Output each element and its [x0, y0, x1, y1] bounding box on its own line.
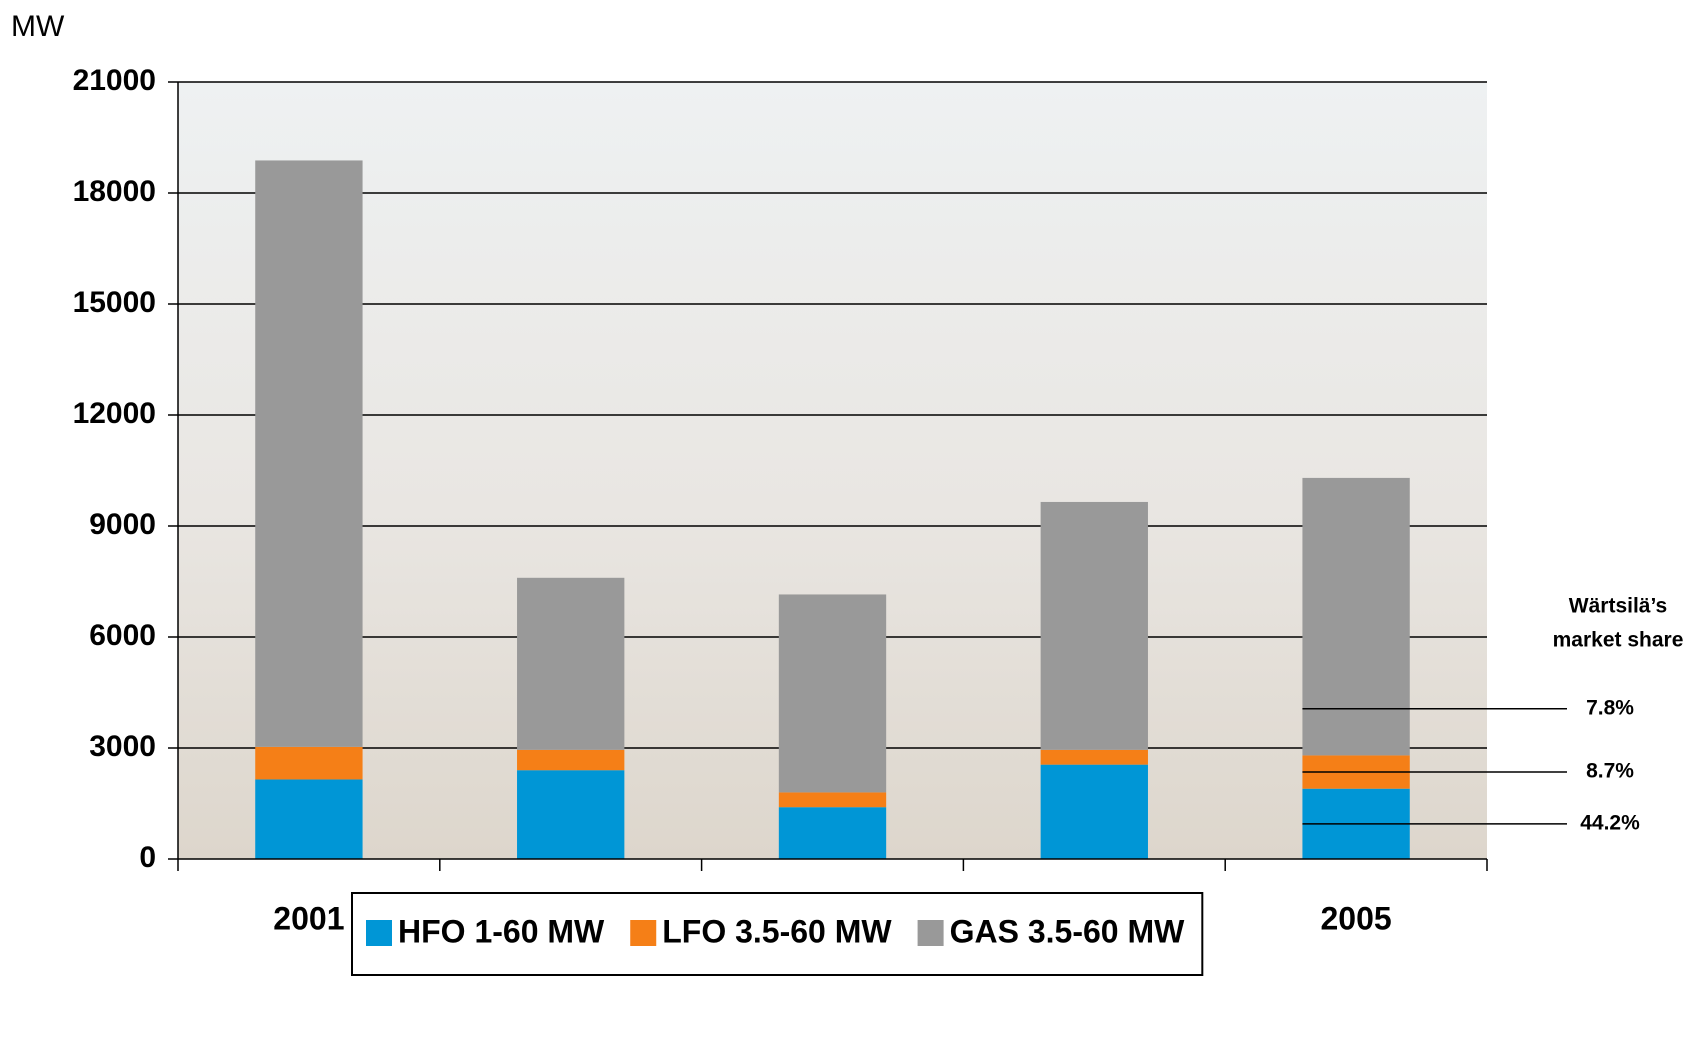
market-share-label: 7.8%: [1586, 696, 1634, 719]
legend-label: LFO 3.5-60 MW: [662, 913, 892, 949]
market-share-title: market share: [1553, 629, 1684, 652]
y-tick-label: 9000: [89, 508, 156, 541]
bar-segment: [778, 594, 887, 793]
legend-label: HFO 1-60 MW: [398, 913, 605, 949]
y-tick-label: 15000: [73, 286, 156, 319]
y-tick-label: 6000: [89, 619, 156, 652]
y-tick-label: 18000: [73, 175, 156, 208]
bar-segment: [1302, 477, 1410, 756]
market-share-label: 8.7%: [1586, 760, 1634, 783]
market-share-title: Wärtsilä’s: [1569, 595, 1667, 618]
bar-segment: [778, 792, 887, 808]
y-axis-label: MW: [11, 10, 65, 43]
legend-swatch: [917, 920, 944, 946]
legend-swatch: [366, 920, 392, 946]
bar-segment: [255, 779, 363, 859]
bar-segment: [255, 160, 363, 747]
legend-box: [351, 892, 1204, 976]
bar-segment: [255, 746, 363, 780]
bar-segment: [517, 770, 625, 859]
bar-segment: [778, 807, 887, 859]
y-tick-label: 21000: [73, 64, 156, 97]
bar-segment: [1040, 749, 1148, 765]
x-tick-label: 2005: [1321, 900, 1392, 936]
y-tick-label: 3000: [89, 730, 156, 763]
bar-segment: [1040, 501, 1148, 750]
bar-segment: [517, 577, 625, 750]
x-tick-label: 2001: [273, 900, 344, 936]
y-tick-label: 12000: [73, 397, 156, 430]
bar-segment: [517, 749, 625, 771]
bar-segment: [1040, 764, 1148, 859]
y-tick-label: 0: [139, 841, 156, 874]
legend-swatch: [630, 920, 657, 946]
market-share-label: 44.2%: [1580, 811, 1640, 834]
legend-label: GAS 3.5-60 MW: [950, 913, 1186, 949]
